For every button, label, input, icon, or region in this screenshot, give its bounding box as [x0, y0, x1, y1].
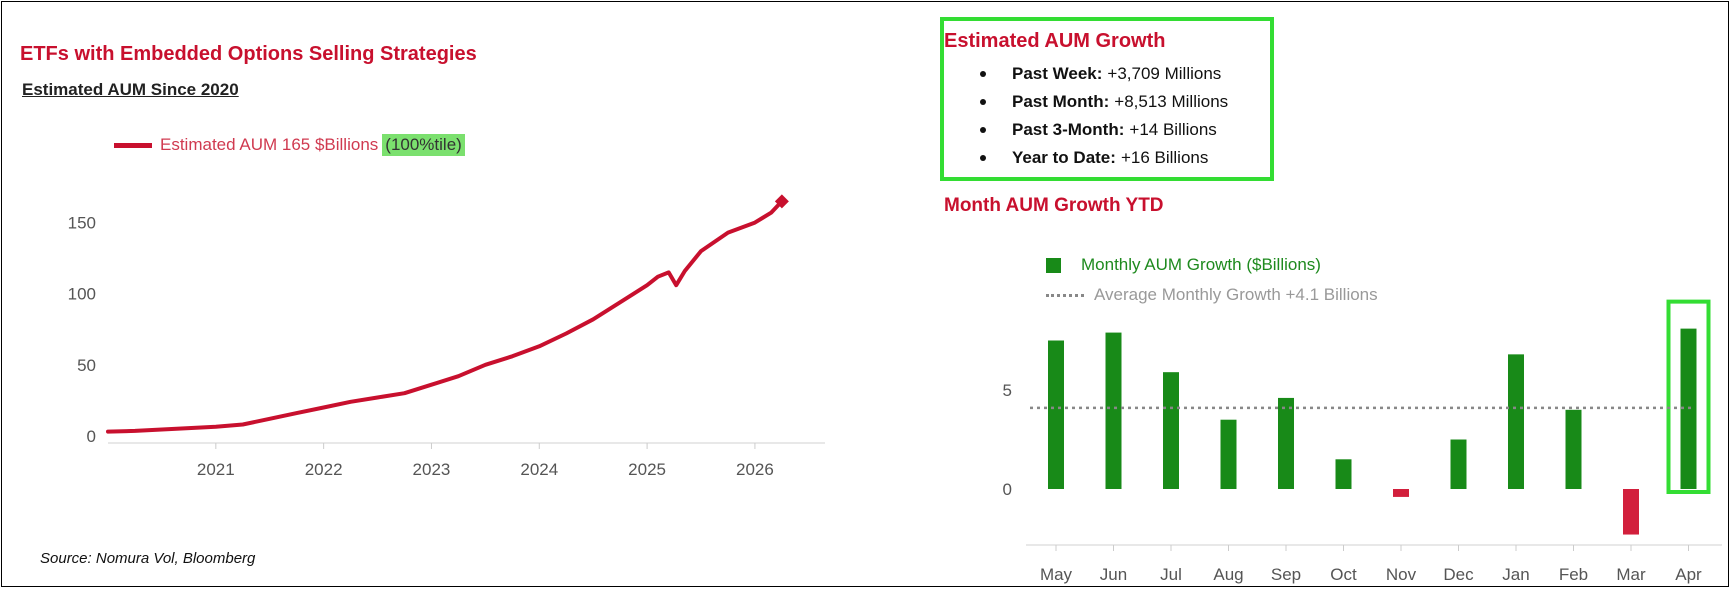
bar-jun — [1105, 332, 1122, 489]
bar-may — [1048, 340, 1064, 489]
y-tick-label: 0 — [1003, 480, 1012, 499]
x-tick-label: May — [1040, 565, 1073, 584]
percentile-badge: (100%tile) — [382, 134, 465, 156]
legend-average-entry: Average Monthly Growth +4.1 Billions — [1046, 280, 1378, 310]
bullet-icon — [980, 155, 986, 161]
y-tick-label: 0 — [87, 427, 96, 446]
bar-feb — [1565, 409, 1582, 489]
left-chart-legend: Estimated AUM 165 $Billions (100%tile) — [114, 134, 465, 156]
x-tick-label: Aug — [1213, 565, 1243, 584]
y-tick-label: 150 — [68, 214, 96, 233]
growth-item: Year to Date: +16 Billions — [980, 144, 1228, 172]
x-tick-label: Mar — [1616, 565, 1646, 584]
growth-highlight-box — [940, 17, 1274, 181]
x-tick-label: Oct — [1330, 565, 1357, 584]
bar-jan — [1508, 354, 1524, 489]
y-tick-label: 5 — [1003, 381, 1012, 400]
growth-item-label: Past Week: — [1012, 64, 1103, 83]
legend-average-label: Average Monthly Growth +4.1 Billions — [1094, 285, 1378, 304]
legend-average-swatch — [1046, 293, 1084, 297]
bullet-icon — [980, 71, 986, 77]
growth-item: Past 3-Month: +14 Billions — [980, 116, 1228, 144]
x-tick-label: Jun — [1100, 565, 1127, 584]
growth-item-label: Year to Date: — [1012, 148, 1116, 167]
aum-line-chart: 2021 2022 2023 2024 2025 2026 0 50 100 150 — [68, 194, 825, 479]
growth-item-value: +8,513 Millions — [1114, 92, 1229, 111]
growth-item-label: Past Month: — [1012, 92, 1110, 111]
x-tick-label: Dec — [1443, 565, 1474, 584]
highlight-box — [1666, 299, 1711, 494]
aum-series-line — [106, 199, 784, 434]
y-tick-label: 100 — [68, 285, 96, 304]
x-tick-label: Jan — [1502, 565, 1529, 584]
x-tick-label: Nov — [1386, 565, 1417, 584]
x-tick-label: Feb — [1559, 565, 1588, 584]
y-tick-label: 50 — [77, 356, 96, 375]
legend-bars-label: Monthly AUM Growth ($Billions) — [1081, 255, 1321, 274]
bar-jul — [1163, 372, 1179, 489]
last-value-marker — [774, 194, 789, 209]
growth-item-label: Past 3-Month: — [1012, 120, 1125, 139]
bar-nov — [1393, 489, 1409, 497]
growth-item: Past Month: +8,513 Millions — [980, 88, 1228, 116]
x-tick-label: 2021 — [197, 460, 235, 479]
monthly-chart-title: Month AUM Growth YTD — [944, 195, 1164, 216]
bullet-icon — [980, 99, 986, 105]
source-note: Source: Nomura Vol, Bloomberg — [40, 550, 256, 567]
monthly-chart-legend: Monthly AUM Growth ($Billions) Average M… — [1046, 250, 1378, 310]
growth-item-value: +3,709 Millions — [1107, 64, 1222, 83]
bullet-icon — [980, 127, 986, 133]
bar-aug — [1220, 419, 1237, 489]
x-tick-label: Apr — [1675, 565, 1702, 584]
x-tick-label: 2026 — [736, 460, 774, 479]
legend-bar-swatch — [1046, 257, 1061, 273]
growth-list: Past Week: +3,709 Millions Past Month: +8,… — [980, 60, 1228, 172]
bar-oct — [1335, 459, 1352, 489]
legend-line-label: Estimated AUM 165 $Billions — [160, 135, 379, 154]
growth-item-value: +16 Billions — [1120, 148, 1209, 167]
bar-dec — [1450, 439, 1467, 489]
bar-mar — [1623, 489, 1639, 535]
legend-bars-entry: Monthly AUM Growth ($Billions) — [1046, 250, 1378, 280]
growth-item: Past Week: +3,709 Millions — [980, 60, 1228, 88]
x-tick-label: 2025 — [628, 460, 666, 479]
x-tick-label: 2022 — [305, 460, 343, 479]
x-tick-label: Jul — [1160, 565, 1182, 584]
legend-line-swatch — [114, 142, 152, 148]
growth-title: Estimated AUM Growth — [944, 30, 1166, 52]
x-tick-label: Sep — [1271, 565, 1301, 584]
growth-item-value: +14 Billions — [1129, 120, 1217, 139]
x-tick-label: 2023 — [413, 460, 451, 479]
x-tick-label: 2024 — [520, 460, 558, 479]
bar-sep — [1278, 397, 1294, 489]
left-chart-title: ETFs with Embedded Options Selling Strat… — [20, 43, 477, 65]
monthly-growth-bar-chart: 0 5 May Jun Jul Aug Sep Oct Nov Dec Jan Feb Mar Apr — [1003, 299, 1722, 584]
left-chart-subtitle: Estimated AUM Since 2020 — [22, 80, 239, 99]
